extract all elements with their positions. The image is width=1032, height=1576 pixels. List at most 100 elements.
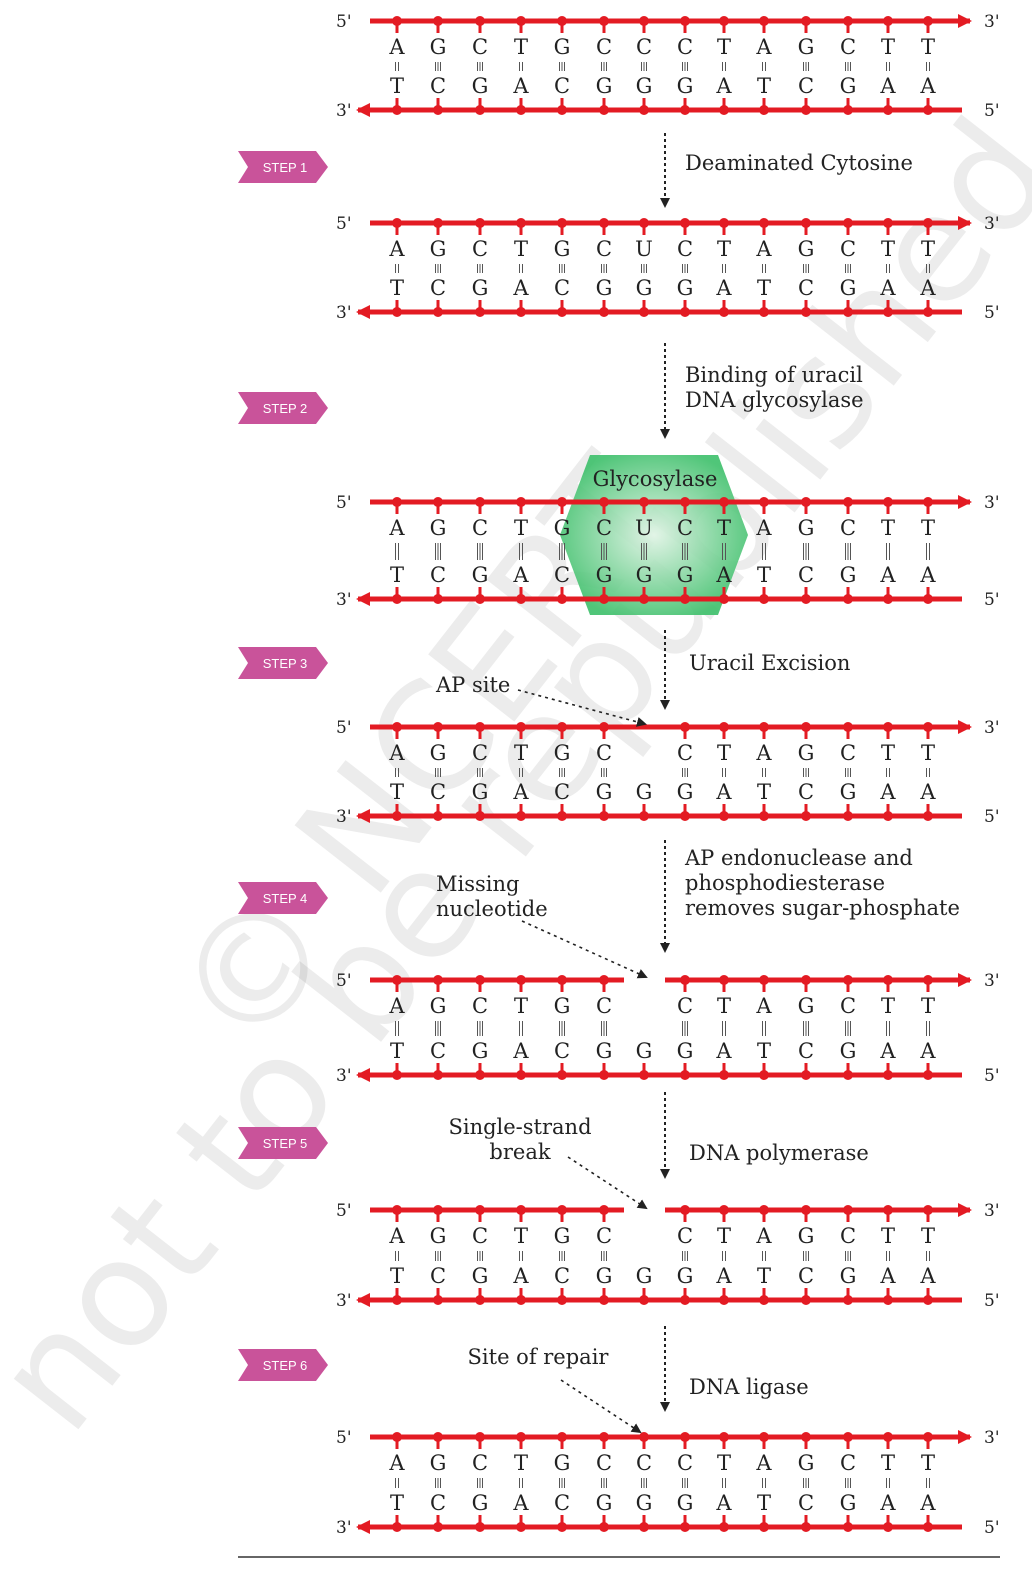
bottom-base: G: [472, 1039, 489, 1063]
bottom-base: A: [879, 563, 896, 587]
top-base: T: [921, 994, 935, 1018]
bottom-base: G: [636, 1264, 653, 1288]
top-base: C: [596, 994, 612, 1018]
top-base: G: [798, 741, 815, 765]
top-base: G: [798, 35, 815, 59]
site-label-line: Missing: [436, 872, 519, 896]
bottom-base: T: [757, 1039, 771, 1063]
top-base: T: [514, 35, 528, 59]
bottom-base: C: [430, 1491, 446, 1515]
top-base: T: [921, 1451, 935, 1475]
bottom-base: C: [798, 1491, 814, 1515]
top-base: A: [388, 35, 405, 59]
top-base: T: [717, 741, 731, 765]
bottom-base: G: [840, 276, 857, 300]
bottom-5prime-label: 5': [984, 807, 1000, 827]
top-base: T: [717, 35, 731, 59]
top-base: C: [840, 35, 856, 59]
bottom-base: C: [430, 780, 446, 804]
bottom-base: G: [596, 1264, 613, 1288]
top-base: A: [755, 994, 772, 1018]
bottom-3prime-label: 3': [336, 807, 352, 827]
top-base: A: [388, 237, 405, 261]
bottom-base: C: [798, 1264, 814, 1288]
bottom-base: A: [715, 563, 732, 587]
bottom-base: C: [798, 276, 814, 300]
top-base: A: [388, 1451, 405, 1475]
top-5prime-label: 5': [336, 971, 352, 991]
top-base: G: [554, 516, 571, 540]
site-label-line: Single-strand: [448, 1115, 591, 1139]
bottom-5prime-label: 5': [984, 101, 1000, 121]
top-base: C: [472, 1224, 488, 1248]
site-label-line: nucleotide: [436, 897, 548, 921]
top-3prime-label: 3': [984, 1201, 1000, 1221]
top-base: T: [921, 35, 935, 59]
process-label-line: DNA ligase: [689, 1375, 809, 1399]
top-base: G: [430, 237, 447, 261]
bottom-base: T: [757, 1264, 771, 1288]
bottom-base: G: [636, 1491, 653, 1515]
top-base: C: [472, 741, 488, 765]
bottom-base: A: [715, 1264, 732, 1288]
bottom-base: T: [757, 780, 771, 804]
top-base: C: [596, 741, 612, 765]
bottom-base: G: [840, 1039, 857, 1063]
bottom-base: C: [430, 1039, 446, 1063]
process-label-line: removes sugar-phosphate: [685, 896, 960, 920]
top-base: C: [596, 1224, 612, 1248]
glycosylase-label: Glycosylase: [593, 467, 718, 491]
bottom-base: T: [757, 276, 771, 300]
bottom-base: C: [430, 1264, 446, 1288]
bottom-base: G: [596, 1491, 613, 1515]
bottom-3prime-label: 3': [336, 101, 352, 121]
top-5prime-label: 5': [336, 214, 352, 234]
top-base: T: [881, 1451, 895, 1475]
step-badge-4: STEP 4: [238, 882, 328, 914]
bottom-base: C: [798, 74, 814, 98]
bottom-base: A: [512, 780, 529, 804]
step-badge-shape: [238, 392, 328, 424]
top-base: A: [755, 1224, 772, 1248]
top-3prime-label: 3': [984, 214, 1000, 234]
top-base: T: [717, 994, 731, 1018]
bottom-base: C: [430, 74, 446, 98]
site-label-line: AP site: [435, 673, 510, 697]
top-base: T: [717, 1224, 731, 1248]
top-base: C: [472, 516, 488, 540]
top-base: C: [596, 516, 612, 540]
top-5prime-label: 5': [336, 1428, 352, 1448]
top-base: A: [755, 741, 772, 765]
top-base: C: [677, 237, 693, 261]
process-label-line: AP endonuclease and: [684, 846, 913, 870]
top-base: T: [514, 1224, 528, 1248]
bottom-3prime-label: 3': [336, 303, 352, 323]
bottom-base: A: [919, 1039, 936, 1063]
top-base: A: [755, 237, 772, 261]
top-base: C: [636, 1451, 652, 1475]
process-label-line: Deaminated Cytosine: [685, 151, 913, 175]
top-base: G: [554, 35, 571, 59]
bottom-base: A: [919, 780, 936, 804]
top-base: T: [514, 516, 528, 540]
top-base: C: [840, 741, 856, 765]
top-base: C: [472, 994, 488, 1018]
bottom-base: G: [636, 780, 653, 804]
top-base: C: [677, 741, 693, 765]
glycosylase-enzyme-shape: [560, 455, 748, 615]
top-base: C: [677, 516, 693, 540]
bottom-base: A: [919, 74, 936, 98]
top-base: C: [596, 1451, 612, 1475]
bottom-base: G: [472, 74, 489, 98]
top-base: C: [677, 994, 693, 1018]
bottom-base: C: [554, 780, 570, 804]
bottom-base: T: [390, 780, 404, 804]
bottom-base: T: [757, 74, 771, 98]
bottom-base: T: [390, 276, 404, 300]
bottom-base: G: [472, 563, 489, 587]
bottom-base: A: [879, 1491, 896, 1515]
top-base: C: [596, 237, 612, 261]
bottom-base: G: [677, 1039, 694, 1063]
